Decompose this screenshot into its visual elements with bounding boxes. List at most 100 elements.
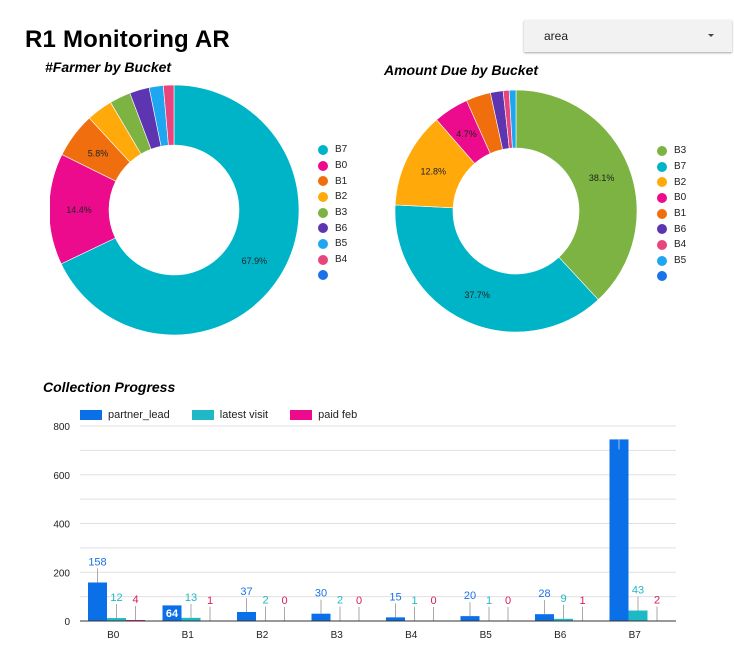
data-label: 1 (579, 595, 585, 607)
legend-item-b6[interactable]: B6 (657, 221, 686, 237)
slice-b5[interactable] (508, 89, 517, 149)
data-label: 4 (132, 594, 138, 606)
legend-label: B7 (674, 161, 687, 173)
legend-label: B5 (335, 238, 348, 250)
data-label: 2 (262, 595, 268, 607)
legend-item-paid_feb[interactable]: paid feb (290, 409, 357, 421)
legend-item-latest_visit[interactable]: latest visit (191, 409, 268, 421)
legend-label: B4 (335, 254, 348, 266)
legend-item-b7[interactable]: B7 (318, 142, 347, 158)
collection-chart-legend: partner_lead latest visit paid feb (80, 409, 379, 421)
legend-item-b6[interactable]: B6 (318, 220, 347, 236)
x-tick-label: B3 (331, 630, 344, 641)
legend-label: B0 (335, 160, 348, 172)
legend-swatch (657, 161, 667, 172)
slice-label-b7: 67.9% (242, 256, 268, 266)
legend-item-b0[interactable]: B0 (657, 190, 686, 206)
data-label: 0 (356, 595, 362, 607)
data-label: 2 (337, 595, 343, 607)
slice-label-b7: 37.7% (464, 290, 490, 300)
slice-label-b0: 4.7% (456, 129, 477, 139)
bar-partner_lead-b4[interactable] (386, 617, 405, 621)
legend-label: B1 (335, 175, 348, 187)
data-label: 28 (538, 588, 550, 600)
legend-swatch (318, 160, 328, 171)
legend-item-unlabeled[interactable] (318, 268, 347, 284)
bar-partner_lead-b0[interactable] (88, 582, 107, 621)
legend-swatch (290, 410, 313, 420)
slice-b4[interactable] (162, 85, 175, 146)
legend-label: B6 (335, 222, 348, 234)
bar-partner_lead-b6[interactable] (535, 614, 554, 621)
amount-chart-legend: B3 B7 B2 B0 B1 B6 B4 B5 (657, 143, 686, 284)
amount-chart-title: Amount Due by Bucket (384, 62, 539, 78)
bar-partner_lead-b3[interactable] (311, 613, 331, 621)
legend-swatch (80, 410, 102, 420)
area-filter-dropdown[interactable]: area (524, 20, 732, 52)
legend-item-partner_lead[interactable]: partner_lead (80, 409, 170, 421)
legend-label: B3 (335, 207, 348, 219)
data-label: 13 (185, 592, 197, 604)
data-label: 43 (632, 585, 644, 597)
legend-item-b7[interactable]: B7 (657, 159, 686, 175)
legend-label: B2 (674, 176, 687, 188)
legend-swatch (318, 176, 328, 187)
slice-b7[interactable] (394, 204, 599, 333)
legend-label: B5 (674, 255, 687, 267)
legend-item-unlabeled[interactable] (657, 269, 686, 285)
data-label: 0 (505, 595, 511, 607)
legend-item-b1[interactable]: B1 (318, 173, 347, 189)
area-filter-value: area (544, 29, 569, 43)
legend-item-b1[interactable]: B1 (657, 206, 686, 222)
data-label: 12 (110, 592, 122, 604)
y-tick-label: 400 (53, 520, 70, 531)
bar-partner_lead-b2[interactable] (237, 611, 256, 621)
data-label: 15 (389, 591, 401, 603)
bar-latest_visit-b7[interactable] (628, 610, 648, 621)
legend-item-b5[interactable]: B5 (318, 236, 347, 252)
legend-item-b0[interactable]: B0 (318, 158, 347, 174)
legend-item-b2[interactable]: B2 (657, 174, 686, 190)
legend-swatch (657, 177, 667, 188)
bar-partner_lead-b7[interactable] (609, 439, 629, 621)
x-tick-label: B4 (405, 630, 418, 641)
legend-item-b3[interactable]: B3 (657, 143, 686, 159)
slice-b3[interactable] (515, 89, 638, 301)
data-label: 20 (464, 590, 476, 602)
data-label: 0 (281, 595, 287, 607)
farmer-chart-title: #Farmer by Bucket (45, 59, 172, 75)
data-label: 2 (654, 595, 660, 607)
legend-label: partner_lead (108, 409, 170, 421)
bar-latest_visit-b6[interactable] (554, 618, 573, 621)
legend-item-b3[interactable]: B3 (318, 205, 347, 221)
x-tick-label: B2 (256, 630, 269, 641)
legend-swatch (318, 191, 328, 202)
data-label: 30 (315, 588, 327, 600)
x-tick-label: B1 (182, 630, 195, 641)
collection-chart-title: Collection Progress (43, 379, 176, 395)
legend-label: B0 (674, 192, 687, 204)
legend-item-b4[interactable]: B4 (318, 252, 347, 268)
legend-swatch (657, 145, 667, 156)
legend-label: B4 (674, 239, 687, 251)
legend-item-b5[interactable]: B5 (657, 253, 686, 269)
bar-latest_visit-b1[interactable] (181, 617, 201, 621)
bar-latest_visit-b0[interactable] (107, 618, 126, 621)
data-label: 1 (486, 595, 492, 607)
legend-item-b4[interactable]: B4 (657, 237, 686, 253)
slice-b7[interactable] (60, 85, 300, 336)
legend-label: B6 (674, 223, 687, 235)
legend-item-b2[interactable]: B2 (318, 189, 347, 205)
legend-swatch (318, 223, 328, 234)
page-title: R1 Monitoring AR (25, 26, 230, 53)
legend-swatch (191, 410, 214, 420)
y-tick-label: 0 (64, 617, 70, 628)
farmer-by-bucket-donut: 67.9% 14.4% 5.8% (50, 85, 300, 336)
legend-swatch (657, 255, 667, 266)
bar-partner_lead-b1[interactable] (162, 605, 182, 621)
data-label: 64 (166, 608, 179, 620)
data-label: 1 (207, 595, 213, 607)
caret-down-icon[interactable] (708, 34, 714, 37)
bar-partner_lead-b5[interactable] (460, 616, 480, 621)
